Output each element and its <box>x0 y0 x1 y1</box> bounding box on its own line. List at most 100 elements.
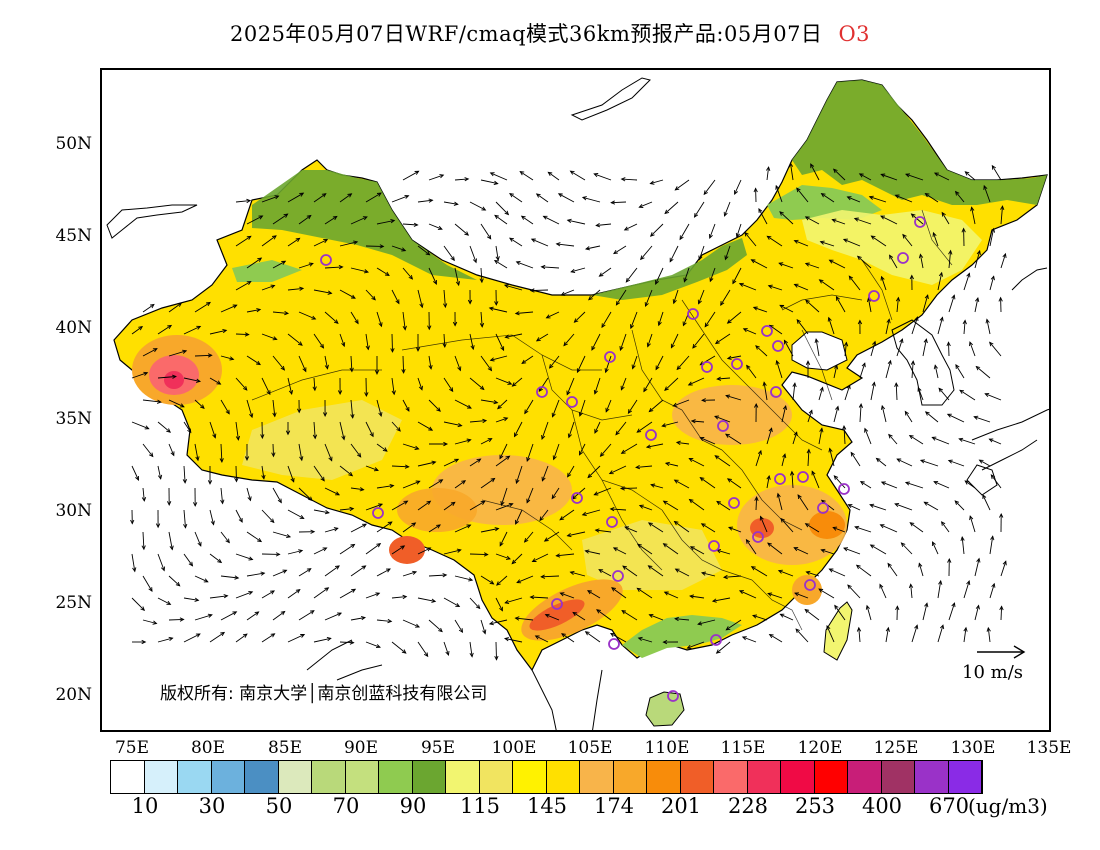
colorbar-cell <box>814 761 848 793</box>
station-marker <box>774 473 786 485</box>
lon-label-135e: 135E <box>1026 738 1072 758</box>
lon-label-110e: 110E <box>644 738 690 758</box>
pale-south-central <box>582 520 722 590</box>
colorbar-cell <box>680 761 714 793</box>
colorbar-cell <box>747 761 781 793</box>
station-marker <box>752 531 764 543</box>
hotspot-yunnan-core <box>529 599 585 631</box>
colorbar-label: 50 <box>265 794 293 818</box>
colorbar-label: 145 <box>526 794 568 818</box>
wind-reference-label: 10 m/s <box>962 662 1023 683</box>
baikal-outline <box>570 77 651 121</box>
colorbar-label: 253 <box>794 794 836 818</box>
colorbar-cell <box>714 761 748 793</box>
hotspot-tibet-east <box>397 488 477 532</box>
province-boundaries <box>251 209 953 631</box>
colorbar-label: 10 <box>131 794 159 818</box>
colorbar-cell <box>312 761 346 793</box>
green-zone-northeast <box>792 80 1047 205</box>
lon-label-95e: 95E <box>420 738 456 758</box>
taiwan-island <box>823 601 853 661</box>
station-marker <box>868 290 880 302</box>
colorbar-cell <box>513 761 547 793</box>
colorbar-cell <box>479 761 513 793</box>
station-marker <box>612 570 624 582</box>
station-marker <box>608 638 620 650</box>
lon-label-130e: 130E <box>950 738 996 758</box>
green-zone-northeast-light <box>767 185 882 220</box>
station-marker <box>687 308 699 320</box>
station-marker <box>645 429 657 441</box>
colorbar-cell <box>580 761 614 793</box>
lat-label-50n: 50N <box>55 134 92 154</box>
colorbar-label: 228 <box>727 794 769 818</box>
colorbar-label: 90 <box>399 794 427 818</box>
indochina-outline <box>306 639 603 730</box>
colorbar-cell <box>412 761 446 793</box>
green-zone-xinjiang <box>252 170 477 280</box>
colorbar-label: 30 <box>198 794 226 818</box>
station-marker <box>551 598 563 610</box>
station-marker <box>372 507 384 519</box>
colorbar-cell <box>345 761 379 793</box>
lon-label-100e: 100E <box>491 738 537 758</box>
green-zone-border <box>592 238 747 300</box>
colorbar-cell <box>613 761 647 793</box>
wind-vectors <box>130 162 1007 661</box>
hotspot-zhejiang <box>809 511 845 539</box>
colorbar-cell <box>948 761 982 793</box>
lon-label-125e: 125E <box>873 738 919 758</box>
japan-outline <box>966 408 1049 496</box>
station-marker <box>728 497 740 509</box>
colorbar-label: 115 <box>459 794 501 818</box>
sakhalin-outline <box>1011 267 1048 291</box>
bohai-sea <box>791 331 848 371</box>
pale-tibet <box>242 400 402 480</box>
station-marker <box>667 690 679 702</box>
station-marker <box>566 396 578 408</box>
station-marker <box>710 634 722 646</box>
station-marker <box>770 386 782 398</box>
korea-outline <box>891 319 955 406</box>
copyright-text: 版权所有: 南京大学│南京创蓝科技有限公司 <box>160 684 488 704</box>
wind-reference-arrow <box>977 645 1026 659</box>
hotspot-tibet-south <box>389 536 425 564</box>
station-marker <box>838 483 850 495</box>
monitoring-stations <box>320 216 926 702</box>
station-marker <box>797 471 809 483</box>
lon-label-105e: 105E <box>567 738 613 758</box>
station-marker <box>320 254 332 266</box>
colorbar-cell <box>178 761 212 793</box>
station-marker <box>817 502 829 514</box>
colorbar-cell <box>848 761 882 793</box>
ozone-forecast-map <box>100 68 1051 732</box>
colorbar-cell <box>546 761 580 793</box>
station-marker <box>914 216 926 228</box>
station-marker <box>897 252 909 264</box>
colorbar-cell <box>647 761 681 793</box>
colorbar-label: 400 <box>861 794 903 818</box>
station-marker <box>571 492 583 504</box>
balkhash-outline <box>106 204 198 239</box>
colorbar-cell <box>278 761 312 793</box>
colorbar-cell <box>379 761 413 793</box>
lat-label-30n: 30N <box>55 501 92 521</box>
station-marker <box>708 540 720 552</box>
colorbar-cell <box>781 761 815 793</box>
colorbar <box>110 760 983 794</box>
colorbar-cell <box>446 761 480 793</box>
lat-label-20n: 20N <box>55 685 92 705</box>
map-title: 2025年05月07日WRF/cmaq模式36km预报产品:05月07日 O3 <box>0 18 1100 48</box>
lon-label-90e: 90E <box>343 738 379 758</box>
colorbar-cell <box>144 761 178 793</box>
colorbar-label: 70 <box>332 794 360 818</box>
lat-label-45n: 45N <box>55 226 92 246</box>
station-marker <box>761 325 773 337</box>
species-label: O3 <box>838 22 871 46</box>
green-zone-south <box>622 615 742 658</box>
lon-label-80e: 80E <box>190 738 226 758</box>
yellow-pale-ne <box>802 210 982 285</box>
colorbar-cell <box>245 761 279 793</box>
lon-label-85e: 85E <box>267 738 303 758</box>
map-canvas <box>106 77 1049 730</box>
